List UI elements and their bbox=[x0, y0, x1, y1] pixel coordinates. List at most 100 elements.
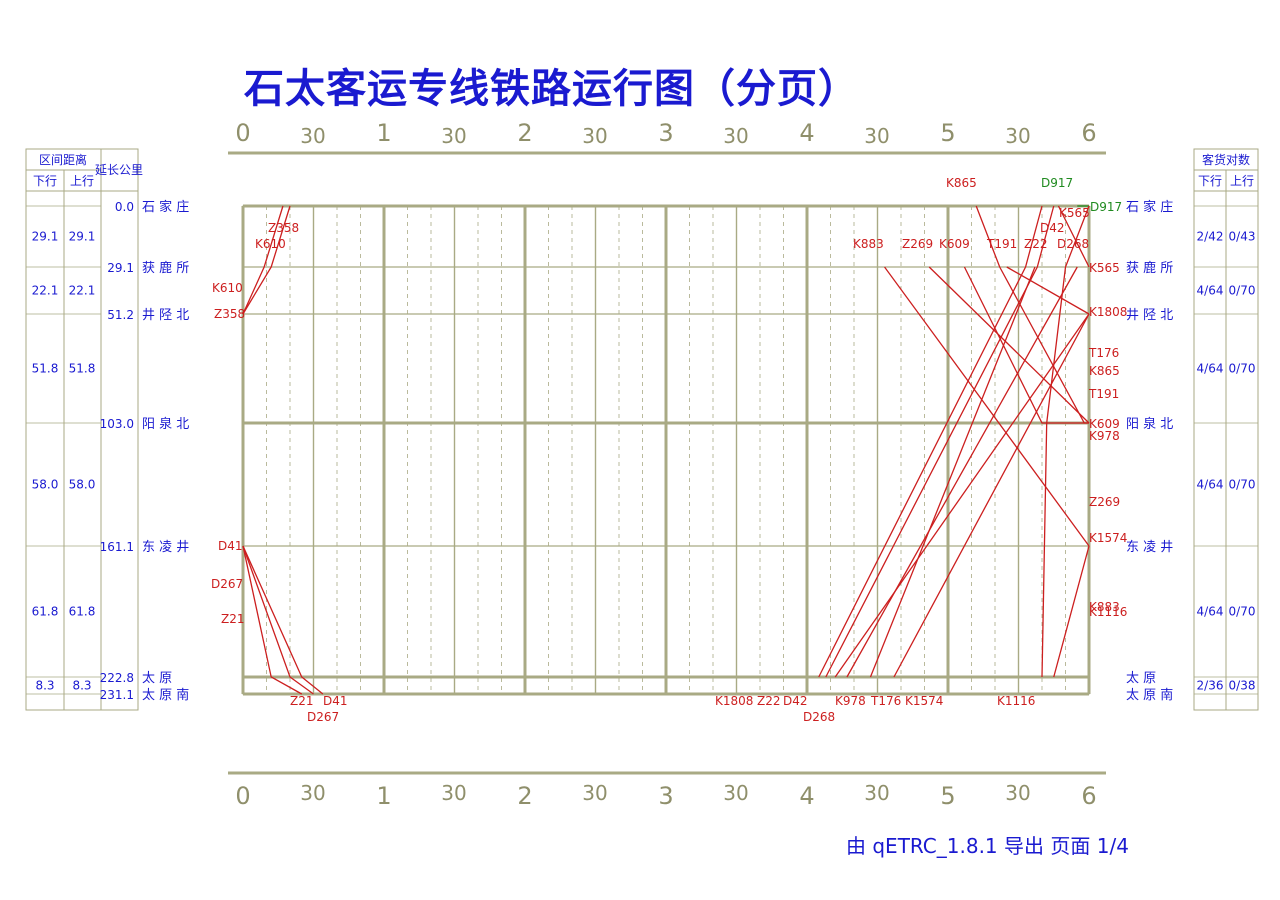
count-up: 0/70 bbox=[1229, 605, 1256, 619]
train-label-k609: K609 bbox=[939, 237, 970, 251]
train-label-k865: K865 bbox=[1089, 364, 1120, 378]
header-down: 下行 bbox=[33, 174, 57, 188]
interval-down: 29.1 bbox=[32, 230, 59, 244]
axis-hour-label: 2 bbox=[517, 782, 532, 810]
train-line-k978 bbox=[846, 266, 1078, 678]
train-line-z269 bbox=[928, 266, 1090, 424]
axis-hour-label: 3 bbox=[658, 119, 673, 147]
station-mileage: 231.1 bbox=[100, 688, 134, 702]
axis-half-label: 30 bbox=[723, 124, 748, 148]
axis-hour-label: 1 bbox=[376, 782, 391, 810]
axis-half-label: 30 bbox=[582, 124, 607, 148]
axis-half-label: 30 bbox=[441, 781, 466, 805]
axis-hour-label: 5 bbox=[940, 782, 955, 810]
count-up: 0/38 bbox=[1229, 679, 1256, 693]
header-mileage: 延长公里 bbox=[95, 163, 143, 177]
train-label-k610: K610 bbox=[255, 237, 286, 251]
axis-hour-label: 2 bbox=[517, 119, 532, 147]
train-line-k609 bbox=[963, 266, 1089, 424]
axis-hour-label: 0 bbox=[235, 782, 250, 810]
station-name-left: 获 鹿 所 bbox=[142, 260, 189, 276]
count-down: 4/64 bbox=[1197, 478, 1224, 492]
station-mileage: 29.1 bbox=[107, 261, 134, 275]
axis-hour-label: 3 bbox=[658, 782, 673, 810]
left-table-frame bbox=[25, 148, 139, 711]
train-line-k565 bbox=[1057, 205, 1090, 268]
header-up: 上行 bbox=[1230, 174, 1254, 188]
axis-hour-label: 6 bbox=[1081, 782, 1096, 810]
axis-hour-label: 4 bbox=[799, 119, 814, 147]
train-line-k1574 bbox=[893, 313, 1090, 678]
axis-hour-label: 4 bbox=[799, 782, 814, 810]
train-label-k1808: K1808 bbox=[715, 694, 753, 708]
interval-down: 61.8 bbox=[32, 605, 59, 619]
train-label-z22: Z22 bbox=[1024, 237, 1048, 251]
station-name-right: 阳 泉 北 bbox=[1126, 416, 1173, 432]
train-line-k883 bbox=[884, 266, 1090, 547]
station-name-left: 阳 泉 北 bbox=[142, 416, 189, 432]
interval-up: 22.1 bbox=[69, 284, 96, 298]
train-label-k1574: K1574 bbox=[1089, 531, 1127, 545]
station-name-left: 东 凌 井 bbox=[142, 540, 189, 555]
axis-hour-label: 5 bbox=[940, 119, 955, 147]
train-label-k565: K565 bbox=[1089, 261, 1120, 275]
count-down: 4/64 bbox=[1197, 605, 1224, 619]
export-footer: 由 qETRC_1.8.1 导出 页面 1/4 bbox=[846, 834, 1129, 858]
interval-up: 8.3 bbox=[72, 679, 91, 693]
interval-up: 61.8 bbox=[69, 605, 96, 619]
train-label-k1574: K1574 bbox=[905, 694, 943, 708]
station-name-right: 太 原 南 bbox=[1126, 687, 1173, 703]
station-mileage: 222.8 bbox=[100, 671, 134, 685]
station-mileage: 161.1 bbox=[100, 540, 134, 554]
train-label-z21: Z21 bbox=[221, 612, 245, 626]
interval-down: 58.0 bbox=[32, 478, 59, 492]
train-label-d42: D42 bbox=[1040, 221, 1065, 235]
station-name-right: 石 家 庄 bbox=[1126, 199, 1173, 215]
train-label-k1116: K1116 bbox=[997, 694, 1035, 708]
train-label-d917: D917 bbox=[1041, 176, 1073, 190]
train-label-d268: D268 bbox=[1057, 237, 1089, 251]
train-label-k610: K610 bbox=[212, 281, 243, 295]
axis-half-label: 30 bbox=[1005, 124, 1030, 148]
train-label-t176: T176 bbox=[870, 694, 901, 708]
time-axis: 0 30 1 30 2 30 3 30 4 30 5 30 6 0 30 1 30 2 30 3 30 4 30 5 30 6 bbox=[228, 119, 1106, 810]
train-label-k978: K978 bbox=[835, 694, 866, 708]
train-label-d42: D42 bbox=[783, 694, 808, 708]
axis-half-label: 30 bbox=[864, 781, 889, 805]
train-label-k1808: K1808 bbox=[1089, 305, 1127, 319]
axis-half-label: 30 bbox=[723, 781, 748, 805]
train-label-d41: D41 bbox=[218, 539, 243, 553]
train-label-z269: Z269 bbox=[1089, 495, 1120, 509]
interval-down: 51.8 bbox=[32, 362, 59, 376]
axis-half-label: 30 bbox=[300, 781, 325, 805]
axis-half-label: 30 bbox=[864, 124, 889, 148]
header-up: 上行 bbox=[70, 174, 94, 188]
station-mileage: 103.0 bbox=[100, 417, 134, 431]
train-line-t191 bbox=[1006, 266, 1090, 315]
station-name-left: 太 原 南 bbox=[142, 687, 189, 703]
station-name-right: 获 鹿 所 bbox=[1126, 260, 1173, 276]
interval-down: 22.1 bbox=[32, 284, 59, 298]
train-label-d267: D267 bbox=[211, 577, 243, 591]
train-label-k1116: K1116 bbox=[1089, 605, 1127, 619]
station-name-right: 东 凌 井 bbox=[1126, 540, 1173, 555]
interval-down: 8.3 bbox=[35, 679, 54, 693]
count-down: 2/36 bbox=[1197, 679, 1224, 693]
train-label-z22: Z22 bbox=[757, 694, 781, 708]
train-line-k1116 bbox=[1053, 545, 1090, 678]
station-name-right: 太 原 bbox=[1126, 671, 1156, 686]
train-label-k609: K609 bbox=[1089, 417, 1120, 431]
train-label-z358: Z358 bbox=[268, 221, 299, 235]
station-name-left: 井 陉 北 bbox=[142, 308, 189, 323]
axis-hour-label: 1 bbox=[376, 119, 391, 147]
count-up: 0/70 bbox=[1229, 362, 1256, 376]
header-counts: 客货对数 bbox=[1202, 152, 1250, 167]
axis-half-label: 30 bbox=[582, 781, 607, 805]
count-up: 0/43 bbox=[1229, 230, 1256, 244]
time-grid bbox=[241, 204, 1091, 696]
train-line-k610 bbox=[242, 205, 284, 315]
train-label-z269: Z269 bbox=[902, 237, 933, 251]
